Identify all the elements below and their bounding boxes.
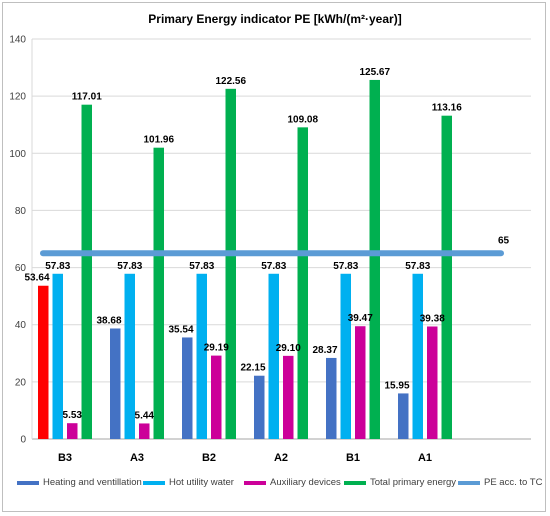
legend-swatch (344, 481, 366, 485)
data-label: 5.44 (135, 410, 155, 421)
bar-heating-and-ventillation (182, 337, 193, 439)
data-label: 38.68 (96, 315, 121, 326)
bars-layer (38, 79, 452, 439)
data-label: 101.96 (143, 135, 174, 146)
bar-auxiliary-devices (139, 423, 150, 439)
data-label: 57.83 (405, 261, 430, 272)
bar-heating-and-ventillation (326, 357, 337, 439)
category-label: A2 (274, 452, 288, 464)
reference-line-label: 65 (498, 235, 510, 246)
data-label: 35.54 (168, 324, 193, 335)
y-tick-label: 120 (9, 92, 26, 103)
bar-auxiliary-devices (427, 326, 438, 439)
data-label: 122.56 (215, 76, 246, 87)
y-tick-label: 20 (15, 377, 27, 388)
data-label: 29.10 (276, 343, 301, 354)
data-label: 57.83 (261, 261, 286, 272)
category-label: B1 (346, 452, 360, 464)
bar-hot-utility-water (124, 273, 135, 439)
bar-auxiliary-devices (67, 423, 78, 439)
category-labels-layer: B3 A3 B2 A2 B1 A1 (58, 452, 432, 464)
chart-title: Primary Energy indicator PE [kWh/(m²·yea… (148, 12, 401, 26)
data-label: 57.83 (333, 261, 358, 272)
bar-hot-utility-water (340, 273, 351, 439)
data-label: 57.83 (45, 261, 70, 272)
data-label: 39.47 (348, 313, 373, 324)
category-label: B3 (58, 452, 72, 464)
legend-label: Total primary energy (370, 477, 456, 488)
chart-frame: Primary Energy indicator PE [kWh/(m²·yea… (2, 2, 546, 512)
bar-heating-and-ventillation (110, 328, 121, 439)
legend-swatch (244, 481, 266, 485)
data-label: 125.67 (359, 67, 390, 78)
bar-auxiliary-devices (211, 355, 222, 439)
chart-svg: Primary Energy indicator PE [kWh/(m²·yea… (9, 12, 543, 488)
data-label: 15.95 (384, 380, 409, 391)
bar-total-primary-energy (153, 147, 164, 439)
data-label: 22.15 (240, 363, 265, 374)
y-tick-label: 60 (15, 263, 27, 274)
bar-heating-and-ventillation (38, 285, 49, 439)
bar-hot-utility-water (268, 273, 279, 439)
data-label: 109.08 (287, 114, 318, 125)
bar-total-primary-energy (297, 127, 308, 439)
legend-label: PE acc. to TC (484, 477, 543, 488)
bar-hot-utility-water (52, 273, 63, 439)
legend: Heating and ventillation Hot utility wate… (17, 477, 543, 488)
legend-swatch (17, 481, 39, 485)
grid-layer (31, 38, 531, 440)
legend-label: Hot utility water (169, 477, 234, 488)
bar-total-primary-energy (441, 115, 452, 439)
bar-total-primary-energy (369, 79, 380, 439)
bar-heating-and-ventillation (398, 393, 409, 439)
data-label: 57.83 (189, 261, 214, 272)
bar-total-primary-energy (81, 104, 92, 439)
data-label: 113.16 (432, 103, 462, 114)
y-tick-label: 140 (9, 35, 26, 46)
legend-label: Auxiliary devices (270, 477, 341, 488)
bar-hot-utility-water (196, 273, 207, 439)
legend-swatch (458, 481, 480, 485)
data-labels-layer: 53.6457.835.53117.0138.6857.835.44101.96… (24, 67, 509, 422)
category-label: B2 (202, 452, 216, 464)
data-label: 53.64 (24, 273, 49, 284)
bar-total-primary-energy (225, 88, 236, 439)
data-label: 29.19 (204, 343, 229, 354)
bar-auxiliary-devices (283, 355, 294, 439)
y-axis-ticks: 0 20 40 60 80 100 120 140 (9, 35, 26, 446)
bar-hot-utility-water (412, 273, 423, 439)
legend-swatch (143, 481, 165, 485)
data-label: 39.38 (420, 313, 445, 324)
y-tick-label: 100 (9, 149, 26, 160)
data-label: 57.83 (117, 261, 142, 272)
y-tick-label: 80 (15, 206, 27, 217)
data-label: 28.37 (312, 345, 337, 356)
category-label: A1 (418, 452, 432, 464)
y-tick-label: 40 (15, 320, 27, 331)
data-label: 117.01 (72, 92, 102, 103)
bar-auxiliary-devices (355, 326, 366, 439)
y-tick-label: 0 (20, 435, 26, 446)
bar-heating-and-ventillation (254, 375, 265, 439)
category-label: A3 (130, 452, 144, 464)
legend-label: Heating and ventillation (43, 477, 142, 488)
data-label: 5.53 (63, 410, 83, 421)
